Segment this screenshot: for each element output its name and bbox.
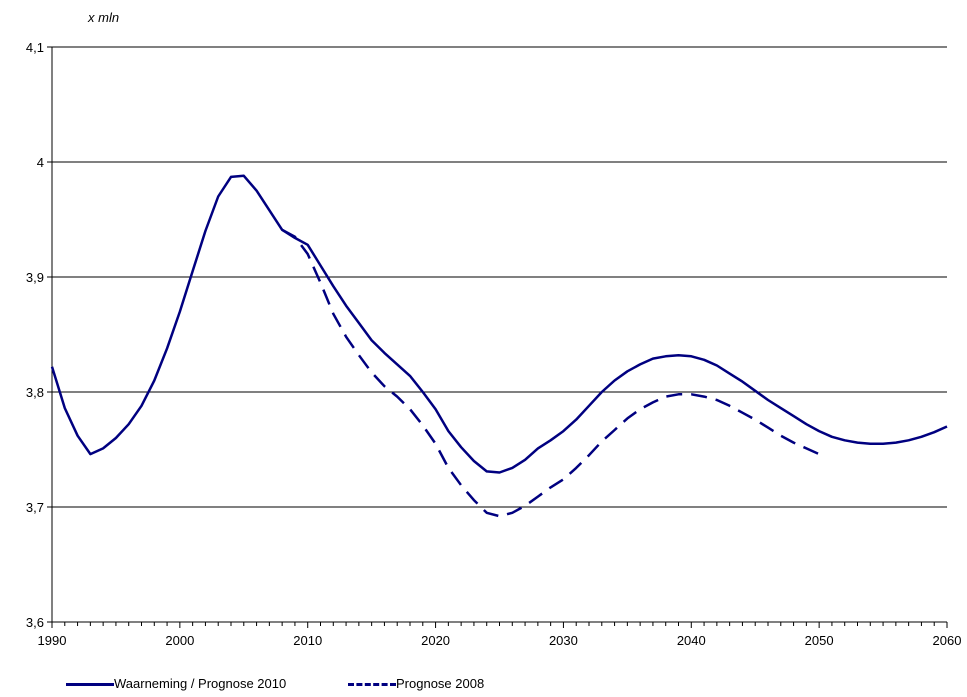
y-axis-ticks: 3,6 3,7 3,8 3,9 4 4,1: [26, 40, 52, 630]
series-line-2: [281, 228, 820, 518]
x-tick-label: 2030: [549, 633, 578, 648]
grid-lines: [52, 46, 947, 508]
y-tick-label: 3,8: [26, 385, 44, 400]
y-unit-label: x mln: [88, 10, 120, 25]
x-axis-ticks: 1990 2000 2010 2020 2030 2040 2050 2060: [38, 622, 962, 648]
x-tick-label: 2050: [805, 633, 834, 648]
y-tick-label: 3,7: [26, 500, 44, 515]
legend-label-series-1: Waarneming / Prognose 2010: [114, 676, 287, 691]
x-tick-label: 2010: [293, 633, 322, 648]
axes: [51, 47, 947, 623]
y-tick-label: 3,6: [26, 615, 44, 630]
series-lines: [50, 174, 948, 518]
y-tick-label: 4,1: [26, 40, 44, 55]
y-tick-label: 4: [37, 155, 44, 170]
legend-swatch-dashed: [348, 683, 396, 686]
legend-swatch-solid: [66, 683, 114, 686]
x-tick-label: 2060: [933, 633, 962, 648]
y-tick-label: 3,9: [26, 270, 44, 285]
line-chart: 1990 2000 2010 2020 2030 2040 2050 2060 3,63,73…: [26, 40, 962, 648]
x-tick-label: 1990: [38, 633, 67, 648]
x-tick-label: 2000: [165, 633, 194, 648]
x-tick-label: 2040: [677, 633, 706, 648]
legend-label-series-2: Prognose 2008: [396, 676, 485, 691]
series-line-1: [50, 174, 948, 474]
x-tick-label: 2020: [421, 633, 450, 648]
